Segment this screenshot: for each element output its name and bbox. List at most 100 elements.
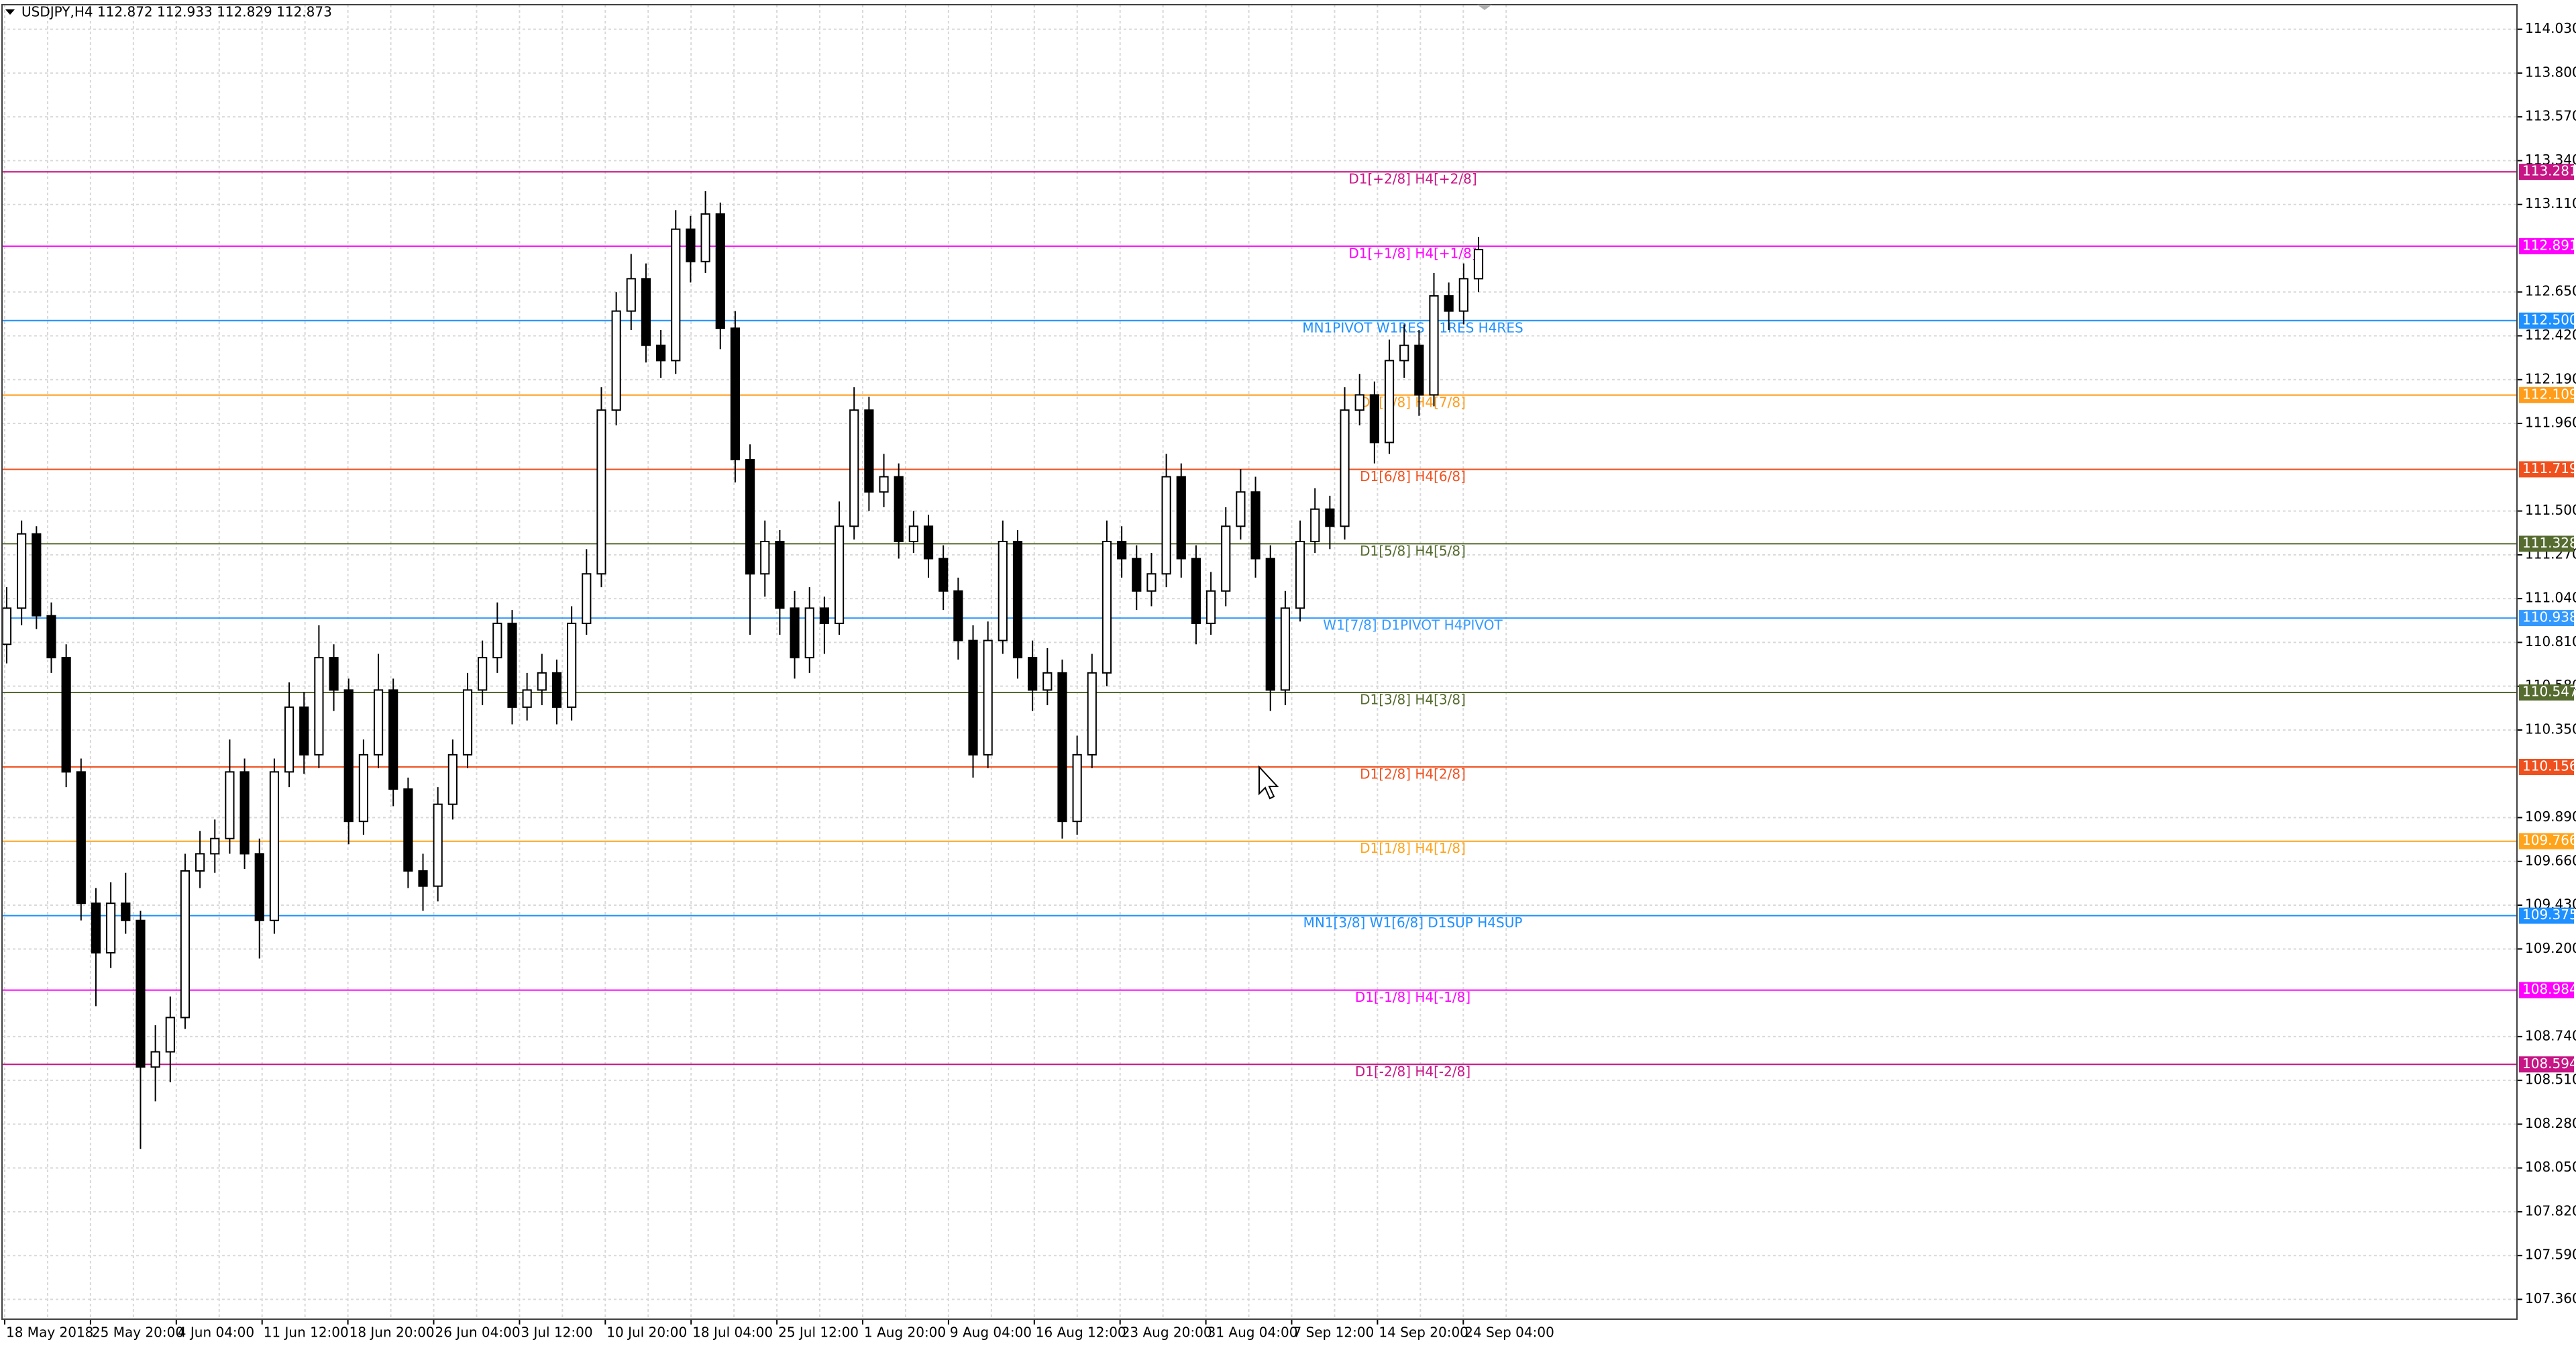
candle-body (1132, 558, 1142, 592)
price-tag (2519, 610, 2574, 627)
candle-body (1102, 541, 1112, 674)
candle-body (1221, 525, 1231, 592)
y-tick-label: 113.570 (2525, 108, 2576, 124)
price-tag (2519, 164, 2574, 180)
candle-body (1, 607, 12, 645)
y-tick-label: 109.890 (2525, 809, 2576, 825)
candle-body (1057, 672, 1067, 823)
candle-body (804, 607, 814, 659)
candle-body (1444, 295, 1454, 312)
candle-body (686, 228, 696, 262)
candle-body (730, 327, 741, 460)
candle-body (1250, 491, 1260, 560)
candle-body (864, 409, 874, 493)
candle-body (180, 870, 191, 1019)
candle-body (1012, 541, 1023, 659)
candle-body (923, 525, 934, 560)
candle-body (1191, 558, 1201, 625)
candle-body (61, 657, 71, 773)
candle-body (1384, 360, 1395, 444)
candle-body (403, 788, 413, 872)
y-tick-label: 108.740 (2525, 1027, 2576, 1043)
y-tick-label: 108.510 (2525, 1072, 2576, 1088)
candle-body (1310, 508, 1320, 543)
candles (1, 191, 1484, 1149)
candle-body (551, 672, 562, 708)
candle-body (1236, 491, 1246, 527)
candle-body (671, 228, 681, 362)
candle-body (121, 902, 131, 921)
price-tag (2519, 1056, 2574, 1073)
candle-body (478, 657, 488, 691)
candle-body (210, 837, 220, 855)
y-tick-label: 113.110 (2525, 195, 2576, 211)
candle-body (1087, 672, 1097, 756)
candle-body (1473, 248, 1484, 280)
candle-body (17, 533, 27, 609)
menu-arrow[interactable] (5, 9, 15, 15)
y-tick-label: 112.420 (2525, 327, 2576, 343)
y-tick-label: 107.590 (2525, 1247, 2576, 1263)
candle-body (1414, 344, 1424, 396)
candle-body (447, 754, 458, 805)
price-tag-label: 108.984 (2522, 981, 2576, 997)
y-tick-label: 112.650 (2525, 283, 2576, 299)
price-tag (2519, 982, 2574, 998)
candle-body (1205, 590, 1216, 625)
x-tick-label: 24 Sep 04:00 (1464, 1325, 1554, 1341)
level-label: MN1[3/8] W1[6/8] D1SUP H4SUP (1303, 915, 1523, 931)
level-label: D1[1/8] H4[1/8] (1360, 840, 1466, 856)
candle-body (46, 615, 56, 659)
price-tag-label: 110.156 (2522, 758, 2576, 774)
candle-body (879, 476, 889, 493)
candle-body (150, 1051, 160, 1068)
level-label: D1[-1/8] H4[-1/8] (1355, 989, 1470, 1005)
candle-body (656, 344, 666, 362)
candle-body (106, 902, 116, 953)
candle-body (1280, 607, 1290, 691)
candle-body (790, 607, 800, 659)
candle-body (760, 541, 770, 575)
candle-body (626, 278, 636, 312)
candle-body (596, 409, 606, 575)
level-label: D1[6/8] H4[6/8] (1360, 468, 1466, 484)
y-tick-label: 108.050 (2525, 1159, 2576, 1175)
candle-body (834, 525, 845, 625)
level-label: D1[2/8] H4[2/8] (1360, 766, 1466, 782)
candle-body (1042, 672, 1053, 691)
x-tick-label: 18 Jun 20:00 (350, 1325, 435, 1341)
y-tick-label: 114.030 (2525, 20, 2576, 36)
candle-body (1429, 295, 1439, 396)
x-tick-label: 11 Jun 12:00 (264, 1325, 349, 1341)
candle-body (611, 310, 621, 411)
x-tick-label: 25 May 20:00 (92, 1325, 184, 1341)
price-tag (2519, 535, 2574, 552)
y-tick-label: 111.960 (2525, 415, 2576, 431)
level-label: D1[5/8] H4[5/8] (1360, 543, 1466, 559)
level-label: D1[+1/8] H4[+1/8] (1348, 245, 1477, 261)
candle-body (953, 590, 963, 641)
candle-body (91, 902, 101, 953)
candle-body (314, 657, 324, 756)
y-tick-label: 111.500 (2525, 502, 2576, 518)
y-tick-label: 112.190 (2525, 370, 2576, 386)
candle-body (329, 657, 339, 691)
price-tag-label: 112.500 (2522, 311, 2576, 327)
candle-body (388, 689, 398, 790)
candle-body (522, 689, 532, 708)
y-tick-label: 107.360 (2525, 1290, 2576, 1306)
candle-body (136, 919, 146, 1068)
price-tag-label: 113.281 (2522, 163, 2576, 179)
candle-body (269, 771, 280, 921)
x-tick-label: 14 Sep 20:00 (1379, 1325, 1468, 1341)
candle-body (582, 573, 592, 625)
candle-body (1340, 409, 1350, 527)
candle-body (1028, 657, 1038, 691)
x-tick-label: 4 Jun 04:00 (178, 1325, 254, 1341)
candle-body (343, 689, 354, 823)
candle-body (1399, 344, 1409, 362)
candle-body (641, 278, 651, 346)
x-tick-label: 3 Jul 12:00 (521, 1325, 592, 1341)
